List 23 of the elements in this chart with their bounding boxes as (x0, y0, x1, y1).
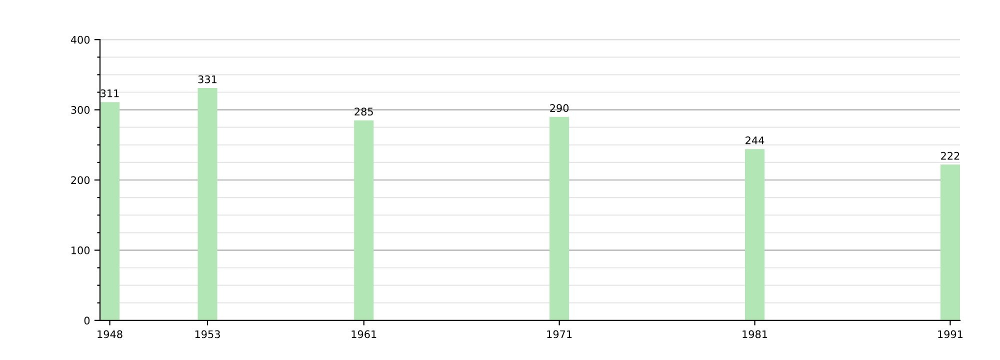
x-tick-label: 1948 (98, 330, 122, 338)
x-tick-label: 1953 (195, 330, 220, 338)
y-tick-label: 100 (72, 246, 90, 254)
data-label: 222 (941, 152, 960, 160)
x-tick-label: 1961 (352, 330, 376, 338)
bar (354, 120, 374, 320)
bar (550, 116, 570, 320)
data-label: 331 (198, 75, 216, 84)
y-tick-label: 400 (70, 36, 90, 44)
y-tick-label: 200 (71, 176, 90, 184)
y-tick-label: 300 (71, 106, 90, 114)
bar (940, 164, 960, 320)
data-label: 244 (746, 136, 764, 144)
x-tick-label: 1981 (742, 330, 768, 338)
x-tick-label: 1991 (938, 330, 963, 338)
bar (100, 102, 120, 320)
x-tick-label: 1971 (547, 330, 572, 338)
data-label: 290 (550, 104, 569, 112)
y-tick-label: 0 (84, 316, 90, 325)
data-label: 285 (354, 108, 373, 116)
bar (745, 149, 765, 320)
bar (198, 88, 218, 320)
data-label: 311 (100, 89, 119, 98)
